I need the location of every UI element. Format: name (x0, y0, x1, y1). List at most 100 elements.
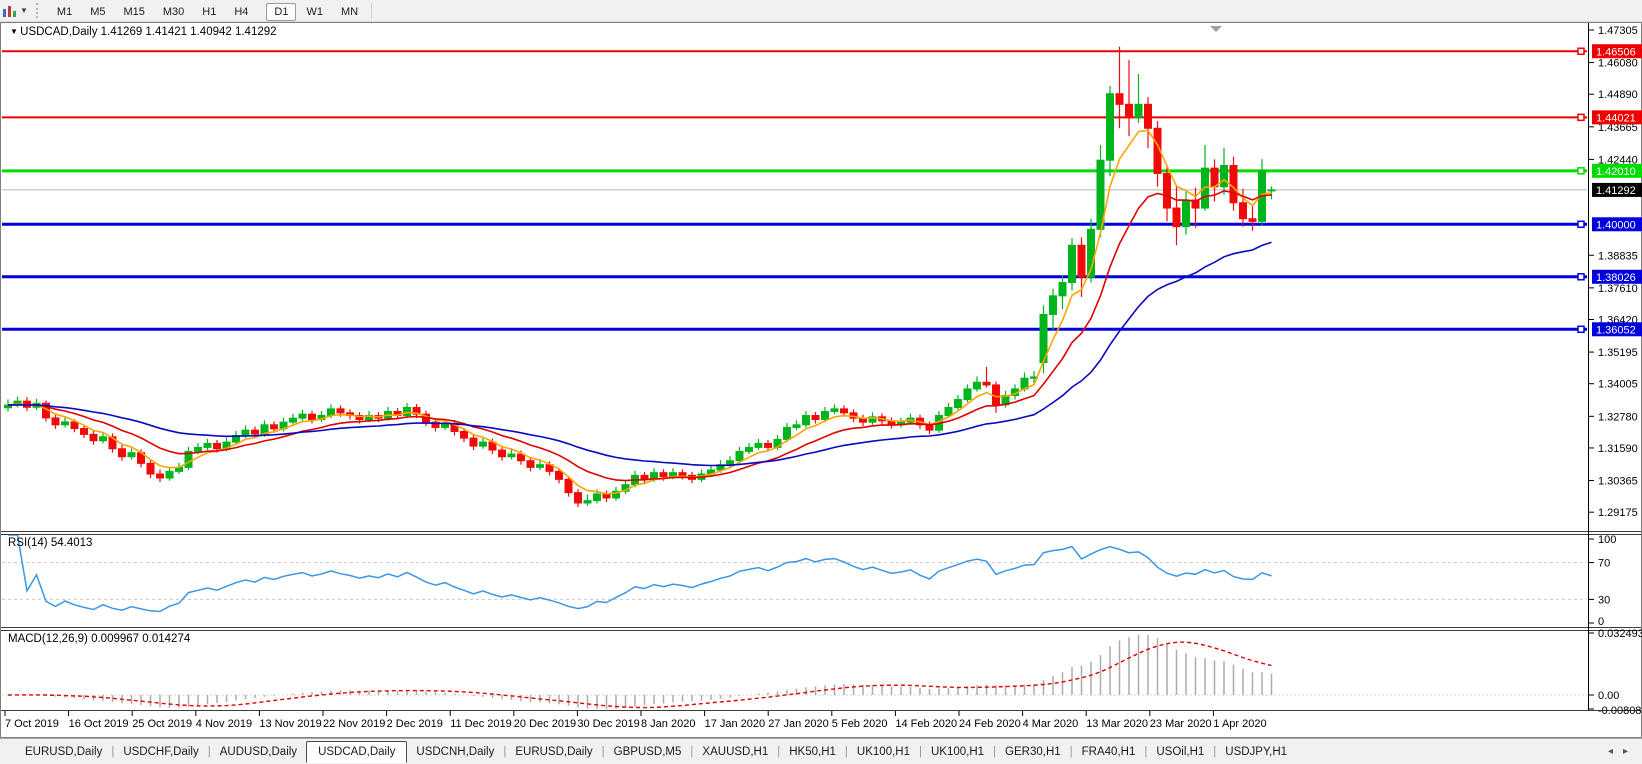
candle-bearish (840, 408, 848, 414)
timeframe-button-m1[interactable]: M1 (56, 5, 73, 18)
price-chart-svg[interactable]: 1.47305 1.46080 1.44890 1.43665 1.42440 1.388… (0, 22, 1642, 738)
candle-bearish (146, 462, 155, 475)
candle-bullish (830, 408, 839, 413)
candle-bullish (241, 429, 250, 436)
candle-bearish (336, 408, 345, 414)
chart-tab-fra40-h1[interactable]: FRA40,H1 (1081, 745, 1136, 758)
price-badge (1592, 217, 1642, 232)
timeframe-button-h1[interactable]: H1 (202, 5, 217, 18)
price-tick-label: 1.35195 (1598, 347, 1638, 359)
candle-bullish (792, 424, 801, 428)
chart-shift-marker[interactable] (1210, 26, 1222, 32)
candle-bullish (944, 407, 953, 417)
tab-divider: | (777, 745, 781, 758)
candle-bearish (1248, 218, 1257, 222)
line-endpoint-marker (1577, 167, 1585, 175)
triangle-down-icon[interactable]: ▼ (10, 27, 21, 36)
chart-tab-audusd-daily[interactable]: AUDUSD,Daily (219, 745, 298, 758)
date-tick-label: 20 Dec 2019 (514, 718, 576, 730)
tab-divider: | (918, 745, 922, 758)
timeframe-button-m15[interactable]: M15 (123, 5, 145, 18)
tab-divider: | (1213, 745, 1217, 758)
candle-bearish (678, 472, 687, 476)
chart-tab-gbpusd-m5[interactable]: GBPUSD,M5 (613, 745, 682, 758)
price-badge (1592, 163, 1642, 178)
chart-tab-usdjpy-h1[interactable]: USDJPY,H1 (1225, 745, 1288, 758)
candle-bullish (954, 399, 962, 409)
line-endpoint-marker (1577, 113, 1585, 122)
date-tick-label: 8 Jan 2020 (641, 718, 695, 730)
candle-bullish (754, 442, 763, 448)
chart-tab-hk50-h1[interactable]: HK50,H1 (789, 745, 836, 758)
tabs-scroll-left-icon[interactable]: ◂ (1607, 746, 1613, 757)
chart-tab-uk100-h1[interactable]: UK100,H1 (856, 745, 910, 758)
candle-bullish (593, 493, 601, 502)
timeframe-button-m30[interactable]: M30 (162, 5, 185, 18)
chart-tab-eurusd-daily[interactable]: EURUSD,Daily (25, 745, 103, 758)
chart-tab-usoil-h1[interactable]: USOil,H1 (1156, 745, 1205, 758)
candle-bullish (203, 442, 212, 448)
date-tick-label: 22 Nov 2019 (323, 718, 385, 730)
candle-bullish (4, 404, 12, 409)
line-endpoint-marker (1577, 273, 1585, 281)
timeframe-buttons: M1 M5 M15 M30 H1 H4 D1 W1 MN (48, 2, 367, 21)
candle-bullish (194, 446, 202, 452)
candle-bearish (156, 473, 164, 479)
chart-tab-usdchf-daily[interactable]: USDCHF,Daily (123, 745, 199, 758)
date-tick-label: 30 Dec 2019 (577, 718, 639, 730)
chart-tab-usdcad-daily[interactable]: USDCAD,Daily (306, 740, 408, 763)
rsi-tick-label: 100 (1598, 534, 1616, 546)
candle-bearish (925, 424, 934, 431)
candle-bearish (564, 478, 573, 494)
chart-tab-uk100-h1[interactable]: UK100,H1 (930, 745, 985, 758)
candle-bullish (507, 453, 516, 458)
candle-bearish (89, 433, 98, 442)
timeframe-button-mn[interactable]: MN (340, 5, 359, 18)
candle-bearish (982, 381, 991, 386)
macd-tick-label: 0.00 (1598, 690, 1619, 702)
chart-template-icon[interactable] (1, 3, 19, 19)
chart-ohlc-label: 1.41269 1.41421 1.40942 1.41292 (100, 26, 277, 38)
macd-tick-label: 0.032493 (1598, 628, 1642, 640)
candle-bearish (1163, 172, 1171, 209)
candle-bullish (583, 500, 592, 504)
macd-signal-value: 0.014274 (142, 633, 191, 645)
chart-window-frame (0, 22, 1642, 738)
candle-bullish (735, 450, 744, 462)
macd-layer (7, 634, 1273, 709)
date-tick-label: 4 Mar 2020 (1023, 718, 1079, 730)
date-tick-label: 5 Feb 2020 (832, 718, 888, 730)
toolbar-grip[interactable] (35, 3, 41, 18)
candle-bearish (412, 407, 421, 415)
tabs-scroll-right-icon[interactable]: ▸ (1622, 746, 1628, 757)
candle-bearish (213, 442, 221, 450)
candle-bearish (1229, 165, 1238, 204)
date-tick-label: 24 Feb 2020 (959, 718, 1021, 730)
chevron-down-icon[interactable]: ▼ (20, 6, 28, 15)
chart-tab-eurusd-daily[interactable]: EURUSD,Daily (515, 745, 593, 758)
tab-divider: | (111, 745, 115, 758)
price-badge-label: 1.46506 (1596, 46, 1636, 58)
chart-tab-xauusd-h1[interactable]: XAUUSD,H1 (702, 745, 769, 758)
candle-bearish (659, 472, 668, 478)
candle-bearish (1077, 244, 1086, 278)
line-endpoint-marker (1577, 47, 1585, 55)
candle-bullish (1068, 244, 1076, 284)
chart-tab-ger30-h1[interactable]: GER30,H1 (1005, 745, 1061, 758)
price-tick-label: 1.43665 (1598, 122, 1638, 134)
timeframe-button-h4[interactable]: H4 (234, 5, 249, 18)
candle-bearish (108, 436, 117, 450)
candle-bearish (574, 492, 582, 504)
candle-bearish (355, 415, 364, 420)
chart-tab-usdcnh-daily[interactable]: USDCNH,Daily (416, 745, 495, 758)
chart-window: ▼ USDCAD,Daily 1.41269 1.41421 1.40942 1… (0, 22, 1642, 738)
timeframe-button-m5[interactable]: M5 (90, 5, 106, 18)
price-tick-label: 1.34005 (1598, 379, 1638, 391)
candle-bearish (1125, 103, 1133, 119)
price-badge (1592, 182, 1642, 197)
timeframe-button-d1[interactable]: D1 (266, 2, 297, 21)
candle-bearish (308, 413, 316, 420)
candle-bullish (1134, 103, 1143, 119)
timeframe-button-w1[interactable]: W1 (306, 5, 323, 18)
candle-bullish (479, 441, 487, 447)
